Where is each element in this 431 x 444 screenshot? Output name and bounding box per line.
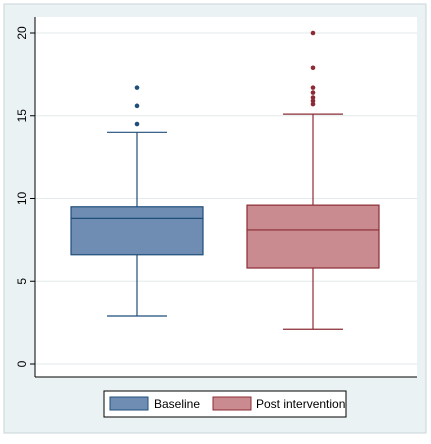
y-tick-label-4: 20 — [15, 26, 29, 40]
outlier-1-6 — [310, 30, 316, 36]
outlier-1-4 — [310, 85, 316, 90]
legend-swatch-0 — [109, 396, 149, 411]
y-tick-label-0: 0 — [15, 360, 29, 367]
legend-label-0: Baseline — [154, 397, 200, 411]
legend-swatch-1 — [212, 396, 252, 411]
boxes — [70, 30, 380, 330]
outlier-1-1 — [310, 98, 316, 104]
legend-label-1: Post intervention — [256, 397, 345, 411]
outlier-1-3 — [310, 90, 316, 95]
y-tick-label-2: 10 — [15, 192, 29, 206]
outlier-0-0 — [134, 121, 140, 127]
box-iqr-0 — [70, 206, 204, 256]
plot-area — [35, 17, 417, 377]
legend: Baseline Post intervention — [103, 390, 347, 418]
box-group-1 — [246, 30, 380, 330]
gridlines — [35, 32, 417, 365]
outlier-1-2 — [310, 95, 316, 100]
outlier-1-0 — [310, 101, 316, 107]
y-tick-label-3: 15 — [15, 109, 29, 123]
box-iqr-1 — [246, 204, 380, 269]
outlier-0-2 — [134, 85, 140, 90]
outlier-1-5 — [310, 65, 316, 71]
y-tick-label-1: 5 — [15, 278, 29, 285]
y-axis-ticks: 0 5 10 15 20 — [15, 26, 35, 367]
box-group-0 — [70, 85, 204, 317]
outlier-0-1 — [134, 103, 140, 109]
